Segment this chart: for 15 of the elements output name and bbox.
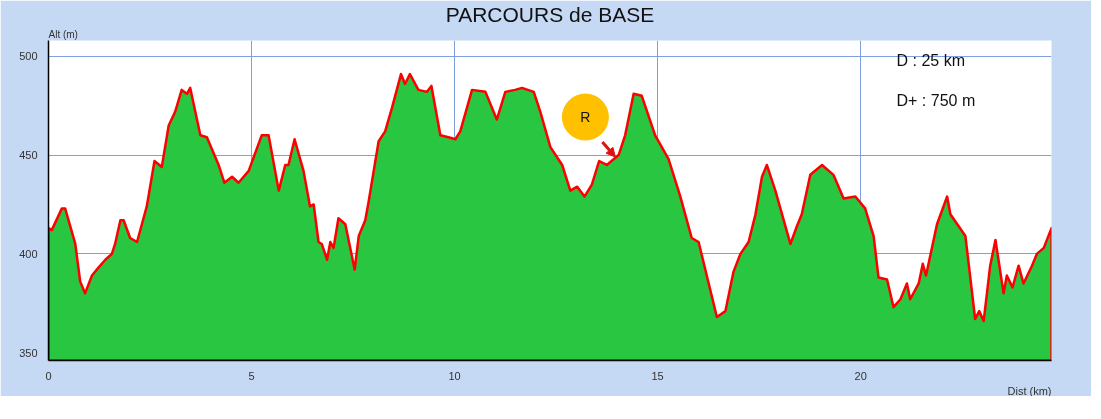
y-tick-label: 500 bbox=[19, 50, 38, 63]
x-tick-label: 15 bbox=[651, 369, 664, 382]
y-tick-label: 350 bbox=[19, 346, 38, 359]
annotation: D : 25 km bbox=[896, 52, 965, 69]
x-tick-label: 20 bbox=[854, 369, 867, 382]
x-tick-label: 5 bbox=[248, 369, 255, 382]
annotation: D+ : 750 m bbox=[896, 92, 976, 109]
x-tick-label: 10 bbox=[448, 369, 461, 382]
y-tick-label: 400 bbox=[19, 247, 38, 260]
x-axis-title: Dist (km) bbox=[1007, 384, 1052, 397]
chart-title: PARCOURS de BASE bbox=[445, 2, 655, 26]
x-tick-label: 0 bbox=[45, 369, 52, 382]
y-tick-label: 450 bbox=[19, 149, 38, 162]
y-axis-title: Alt (m) bbox=[48, 28, 78, 40]
annotation: R bbox=[580, 109, 591, 126]
